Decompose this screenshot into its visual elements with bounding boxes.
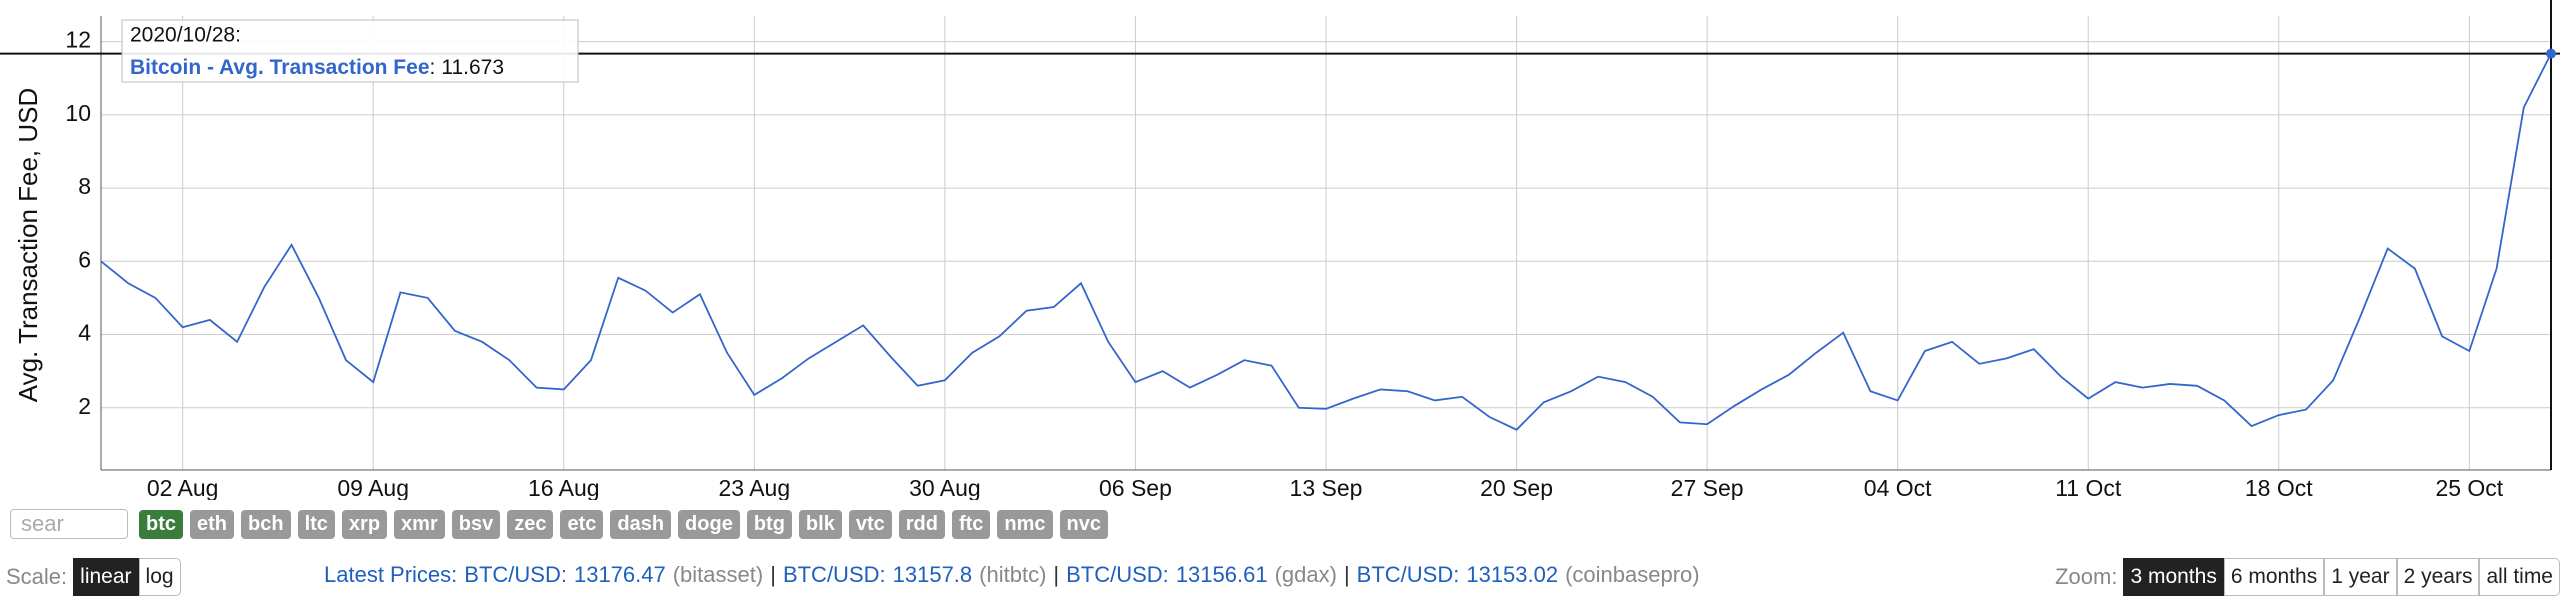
- x-tick-label: 09 Aug: [337, 475, 409, 500]
- price-separator: |: [1343, 562, 1350, 587]
- coin-button[interactable]: bch: [241, 509, 291, 539]
- price-separator: |: [1053, 562, 1060, 587]
- coin-button[interactable]: blk: [798, 509, 842, 539]
- coin-button[interactable]: xmr: [394, 509, 445, 539]
- x-tick-label: 23 Aug: [719, 475, 791, 500]
- price-value: 13156.61: [1175, 562, 1268, 587]
- scale-label: Scale:: [6, 564, 68, 589]
- y-tick-label: 6: [78, 246, 91, 272]
- tooltip-separator: :: [430, 56, 436, 79]
- zoom-option[interactable]: 2 years: [2396, 558, 2480, 596]
- y-tick-label: 8: [78, 173, 91, 199]
- y-tick-label: 10: [65, 100, 91, 126]
- coin-button[interactable]: xrp: [341, 509, 388, 539]
- coin-button[interactable]: btg: [746, 509, 792, 539]
- coin-button[interactable]: eth: [190, 509, 234, 539]
- coin-row: sear btc eth bch ltc xrp xmr bsv zec etc dash doge…: [10, 509, 1108, 539]
- coin-button[interactable]: etc: [560, 509, 604, 539]
- prices-label: Latest Prices:: [324, 562, 458, 587]
- coin-button[interactable]: rdd: [898, 509, 945, 539]
- price-source: (gdax): [1274, 562, 1337, 587]
- coin-button[interactable]: ftc: [951, 509, 991, 539]
- tooltip-value: 11.673: [441, 56, 504, 79]
- latest-prices: Latest Prices: BTC/USD: 13176.47 (bitasset)…: [324, 562, 1700, 588]
- price-pair: BTC/USD:: [1356, 562, 1460, 587]
- coin-button[interactable]: vtc: [848, 509, 892, 539]
- y-tick-label: 4: [78, 320, 91, 346]
- x-tick-label: 18 Oct: [2245, 475, 2313, 500]
- zoom-option[interactable]: 1 year: [2324, 558, 2397, 596]
- scale-option[interactable]: linear: [73, 558, 139, 596]
- price-source: (hitbtc): [979, 562, 1047, 587]
- zoom-control: Zoom: 3 months 6 months 1 year 2 years all ti…: [2055, 558, 2560, 596]
- tooltip-box: [121, 19, 579, 83]
- x-tick-label: 16 Aug: [528, 475, 600, 500]
- grid: [101, 16, 2551, 470]
- coin-button[interactable]: nvc: [1059, 509, 1108, 539]
- x-tick-label: 20 Sep: [1480, 475, 1553, 500]
- price-value: 13157.8: [892, 562, 973, 587]
- price-source: (bitasset): [672, 562, 764, 587]
- scale-control: Scale: linear log: [6, 558, 181, 596]
- price-pair: BTC/USD:: [1066, 562, 1169, 587]
- coin-button[interactable]: dash: [610, 509, 672, 539]
- x-tick-label: 27 Sep: [1671, 475, 1744, 500]
- price-pair: BTC/USD:: [782, 562, 886, 587]
- x-tick-label: 02 Aug: [147, 475, 219, 500]
- zoom-option[interactable]: 3 months: [2123, 558, 2224, 596]
- coin-button[interactable]: doge: [678, 509, 740, 539]
- x-tick-label: 06 Sep: [1099, 475, 1172, 500]
- zoom-label: Zoom:: [2055, 564, 2118, 589]
- price-separator: |: [770, 562, 776, 587]
- search-input[interactable]: sear: [10, 509, 128, 539]
- x-tick-label: 13 Sep: [1290, 475, 1363, 500]
- coin-button[interactable]: btc: [139, 509, 183, 539]
- y-tick-label: 12: [65, 27, 91, 53]
- line-series: [100, 53, 2552, 431]
- coin-button[interactable]: ltc: [297, 509, 335, 539]
- price-source: (coinbasepro): [1565, 562, 1700, 587]
- price-value: 13153.02: [1466, 562, 1559, 587]
- zoom-option[interactable]: all time: [2479, 558, 2560, 596]
- tooltip-date: 2020/10/28:: [130, 24, 241, 47]
- coin-button[interactable]: zec: [507, 509, 554, 539]
- zoom-option[interactable]: 6 months: [2223, 558, 2325, 596]
- x-tick-label: 25 Oct: [2435, 475, 2503, 500]
- chart: Avg. Transaction Fee, USD 2020/10/28: Bi…: [0, 0, 2560, 500]
- x-tick-label: 11 Oct: [2055, 475, 2122, 500]
- tooltip-series: Bitcoin - Avg. Transaction Fee: [130, 56, 430, 79]
- tooltip: 2020/10/28: Bitcoin - Avg. Transaction F…: [121, 19, 579, 83]
- tooltip-line: Bitcoin - Avg. Transaction Fee: 11.673: [130, 56, 504, 79]
- x-tick-label: 30 Aug: [909, 475, 981, 500]
- scale-option[interactable]: log: [138, 558, 181, 596]
- x-tick-label: 04 Oct: [1864, 475, 1932, 500]
- coin-button[interactable]: nmc: [997, 509, 1053, 539]
- hover-point: [2546, 48, 2556, 59]
- coin-button[interactable]: bsv: [451, 509, 501, 539]
- price-pair: BTC/USD:: [464, 562, 567, 587]
- price-value: 13176.47: [573, 562, 666, 587]
- y-tick-label: 2: [78, 393, 91, 419]
- y-axis-title: Avg. Transaction Fee, USD: [13, 88, 43, 403]
